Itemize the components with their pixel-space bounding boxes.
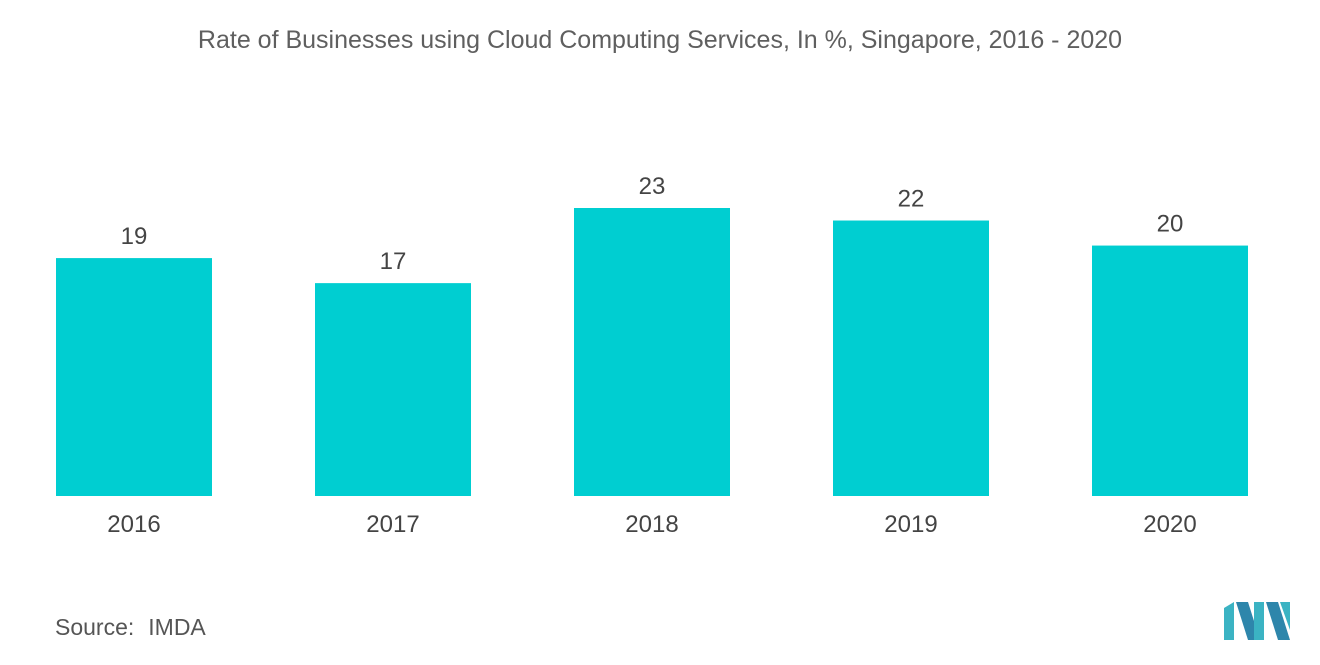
logo-bar-1 xyxy=(1224,602,1234,640)
x-tick-label-2020: 2020 xyxy=(1143,511,1196,538)
bar-2017 xyxy=(315,283,471,496)
value-label-2018: 23 xyxy=(639,173,666,200)
x-tick-label-2016: 2016 xyxy=(107,511,160,538)
mordor-intelligence-logo-icon xyxy=(1224,602,1290,640)
source-note: Source: IMDA xyxy=(55,614,206,641)
source-label: Source: xyxy=(55,614,135,640)
bar-2016 xyxy=(56,258,212,496)
x-tick-label-2018: 2018 xyxy=(625,511,678,538)
logo-bar-4 xyxy=(1266,602,1290,640)
bar-2020 xyxy=(1092,245,1248,496)
source-value: IMDA xyxy=(148,614,206,640)
bar-2018 xyxy=(574,208,730,496)
value-label-2017: 17 xyxy=(380,248,407,275)
x-tick-labels-group: 2016 2017 2018 2019 2020 xyxy=(107,511,1196,538)
x-tick-label-2019: 2019 xyxy=(884,511,937,538)
value-labels-group: 19 17 23 22 20 xyxy=(121,173,1184,275)
value-label-2020: 20 xyxy=(1157,211,1184,238)
value-label-2016: 19 xyxy=(121,223,148,250)
logo-bar-5 xyxy=(1280,602,1290,630)
x-tick-label-2017: 2017 xyxy=(366,511,419,538)
bars-group xyxy=(56,208,1248,497)
bar-2019 xyxy=(833,220,989,497)
logo-bar-3 xyxy=(1254,602,1264,640)
value-label-2019: 22 xyxy=(898,186,925,213)
chart-title: Rate of Businesses using Cloud Computing… xyxy=(197,26,1123,54)
